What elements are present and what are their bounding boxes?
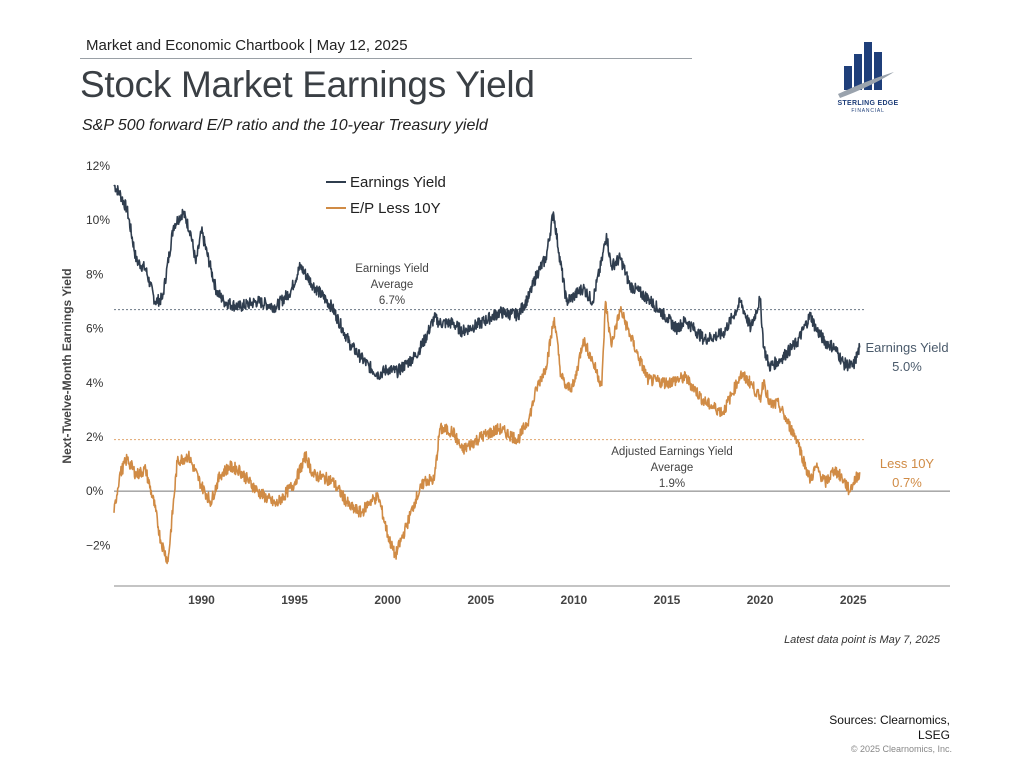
x-tick-label-1: 1995 [281,593,308,607]
x-tick-label-5: 2015 [654,593,681,607]
series-line-earnings-yield [113,184,861,381]
page-subtitle: S&P 500 forward E/P ratio and the 10-yea… [82,117,488,134]
y-tick-label-7: −2% [86,538,111,552]
average-label-1-line-1: Average [651,462,694,474]
legend-label-0: Earnings Yield [350,174,446,191]
y-tick-label-5: 2% [86,430,104,444]
x-tick-label-7: 2025 [840,593,867,607]
page-title: Stock Market Earnings Yield [80,64,535,105]
x-tick-label-0: 1990 [188,593,215,607]
company-logo-icon [838,42,894,98]
legend-label-1: E/P Less 10Y [350,200,441,217]
y-tick-label-6: 0% [86,484,104,498]
y-tick-label-4: 4% [86,376,104,390]
logo-name: STERLING EDGE [837,100,899,107]
average-label-0-line-2: 6.7% [379,295,405,307]
average-label-1-line-2: 1.9% [659,478,685,490]
end-label-0-line-0: Earnings Yield [865,340,948,355]
x-tick-label-2: 2000 [374,593,401,607]
end-label-1-line-0: Less 10Y [880,456,935,471]
chartbook-header: Market and Economic Chartbook | May 12, … [86,37,408,54]
y-tick-label-1: 10% [86,213,110,227]
x-tick-label-4: 2010 [561,593,588,607]
sources-note: Sources: Clearnomics, LSEG [790,713,950,743]
average-label-0-line-1: Average [371,279,414,291]
y-axis-label: Next-Twelve-Month Earnings Yield [60,268,74,463]
y-tick-label-2: 8% [86,267,104,281]
logo-subtitle: FINANCIAL [851,108,885,114]
copyright: © 2025 Clearnomics, Inc. [850,744,952,754]
header-divider [80,58,692,59]
y-tick-label-0: 12% [86,159,110,173]
end-label-0-line-1: 5.0% [892,359,922,374]
y-tick-label-3: 6% [86,322,104,336]
x-tick-label-6: 2020 [747,593,774,607]
sources-line-2: LSEG [917,728,950,742]
latest-data-note: Latest data point is May 7, 2025 [784,634,940,646]
sources-line-1: Sources: Clearnomics, [829,713,950,727]
end-label-1-line-1: 0.7% [892,475,922,490]
average-label-1-line-0: Adjusted Earnings Yield [611,446,732,458]
average-label-0-line-0: Earnings Yield [355,263,429,275]
series-line-ep-less-10y [113,300,861,565]
x-tick-label-3: 2005 [467,593,494,607]
